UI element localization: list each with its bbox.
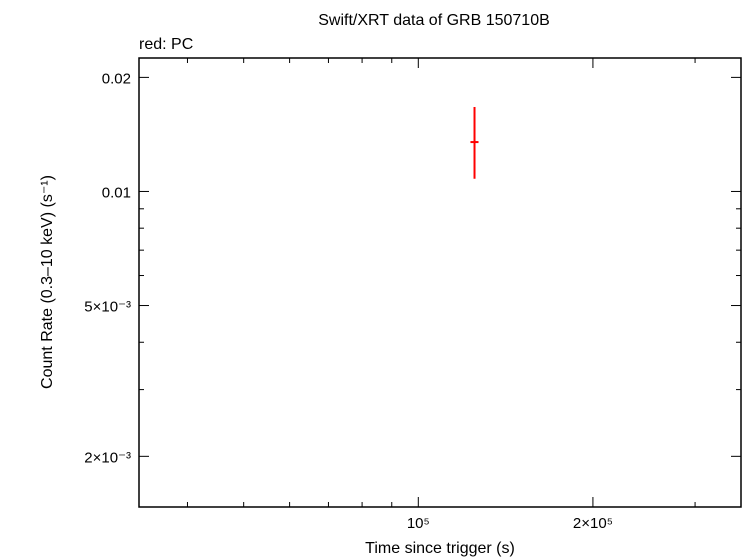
- y-tick-label: 5×10⁻³: [84, 299, 131, 316]
- x-tick-label: 10⁵: [407, 515, 430, 532]
- chart-title: Swift/XRT data of GRB 150710B: [318, 12, 550, 29]
- plot-frame: [138, 57, 742, 508]
- x-axis-label: Time since trigger (s): [365, 540, 515, 557]
- x-tick-label: 2×10⁵: [573, 515, 613, 532]
- y-tick-label: 0.01: [102, 184, 131, 201]
- y-tick-label: 0.02: [102, 70, 131, 87]
- y-tick-label: 2×10⁻³: [84, 449, 131, 466]
- plot-area: 10⁵ 2×10⁵ 0.02 0.01 5×10⁻³ 2×10⁻³: [84, 57, 742, 532]
- y-axis-label: Count Rate (0.3–10 keV) (s⁻¹): [39, 175, 56, 389]
- chart-subtitle: red: PC: [139, 36, 193, 53]
